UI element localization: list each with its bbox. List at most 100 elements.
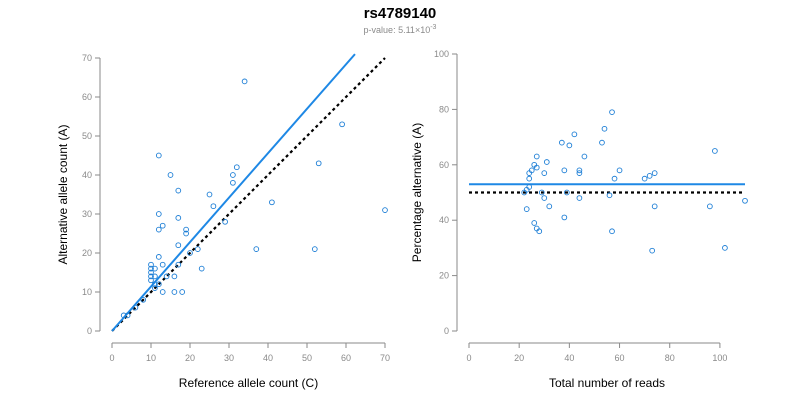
right-y-tick-label: 80 xyxy=(439,104,449,114)
left-data-point xyxy=(152,285,158,291)
p-value-mantissa: 5.11 xyxy=(398,25,415,35)
left-data-point xyxy=(175,261,182,268)
left-data-point xyxy=(183,230,189,237)
left-y-tick-label: 50 xyxy=(82,131,92,141)
left-data-point xyxy=(152,281,158,288)
right-data-point xyxy=(541,170,548,176)
left-y-tick-label: 70 xyxy=(82,53,92,63)
right-data-point xyxy=(641,175,648,182)
left-data-point xyxy=(159,222,166,229)
right-data-point xyxy=(616,167,623,174)
right-data-point xyxy=(722,245,728,251)
right-data-point xyxy=(533,164,540,171)
right-x-tick-label: 80 xyxy=(665,353,675,363)
right-data-point xyxy=(646,173,653,179)
right-y-tick-label: 40 xyxy=(439,215,449,225)
left-data-point xyxy=(241,78,248,85)
left-data-point xyxy=(187,250,193,256)
left-data-point xyxy=(163,273,170,280)
left-data-point xyxy=(210,203,217,210)
right-data-point xyxy=(523,206,530,212)
left-data-point xyxy=(206,191,213,198)
left-y-tick-label: 20 xyxy=(82,248,92,258)
right-data-point xyxy=(581,153,588,160)
right-data-point xyxy=(649,247,656,254)
right-y-tick-label: 60 xyxy=(439,160,449,170)
right-x-tick-label: 100 xyxy=(712,353,727,363)
left-data-point xyxy=(159,289,166,295)
right-x-tick-label: 40 xyxy=(564,353,574,363)
right-y-tick-label: 0 xyxy=(444,326,449,336)
left-data-point xyxy=(222,218,228,225)
left-data-point xyxy=(230,179,236,186)
left-x-tick-label: 20 xyxy=(185,353,195,363)
left-x-tick-label: 70 xyxy=(380,353,390,363)
left-data-point xyxy=(155,281,162,288)
right-data-point xyxy=(651,170,658,176)
left-y-tick-label: 30 xyxy=(82,209,92,219)
left-x-tick-label: 60 xyxy=(341,353,351,363)
left-x-tick-label: 40 xyxy=(263,353,273,363)
right-data-point xyxy=(533,153,540,160)
right-data-point xyxy=(566,142,573,149)
left-data-point xyxy=(171,273,178,280)
p-value-prefix: p-value: xyxy=(363,25,399,35)
right-data-point xyxy=(564,189,570,196)
right-data-point xyxy=(543,159,550,165)
right-data-point xyxy=(571,131,578,138)
left-data-point xyxy=(140,296,147,303)
right-x-axis-title: Total number of reads xyxy=(549,376,665,390)
chart-title: rs4789140 xyxy=(363,5,437,22)
left-data-point xyxy=(167,172,174,178)
left-data-point xyxy=(155,152,162,159)
left-data-point xyxy=(253,246,260,252)
right-data-point xyxy=(561,214,568,221)
p-value-times: ×10 xyxy=(414,25,431,35)
right-data-point xyxy=(611,175,618,182)
left-data-point xyxy=(194,246,201,252)
left-data-point xyxy=(315,160,322,167)
left-data-point xyxy=(175,242,182,249)
left-data-point xyxy=(148,277,154,284)
left-data-point xyxy=(175,215,182,221)
left-reference-line xyxy=(111,57,386,332)
left-data-point xyxy=(124,312,131,319)
left-data-point xyxy=(148,265,154,272)
right-data-point xyxy=(536,228,543,235)
left-y-axis-title: Alternative allele count (A) xyxy=(56,124,70,264)
left-data-point xyxy=(159,261,166,268)
right-x-tick-label: 0 xyxy=(466,353,471,363)
left-data-point xyxy=(382,207,388,213)
p-value-exponent: -3 xyxy=(430,24,437,31)
left-data-point xyxy=(155,254,162,260)
left-data-point xyxy=(233,164,240,171)
right-data-point xyxy=(601,125,608,132)
right-data-point xyxy=(606,192,613,199)
right-x-tick-label: 20 xyxy=(514,353,524,363)
left-data-point xyxy=(148,269,154,276)
left-y-tick-label: 10 xyxy=(82,287,92,297)
right-y-axis-title: Percentage alternative (A) xyxy=(410,123,424,262)
left-y-tick-label: 40 xyxy=(82,170,92,180)
left-data-point xyxy=(269,199,275,206)
right-data-point xyxy=(526,184,533,190)
left-x-tick-label: 10 xyxy=(146,353,156,363)
left-data-point xyxy=(198,265,205,272)
left-data-point xyxy=(120,312,127,319)
right-data-point xyxy=(558,139,565,146)
right-data-point xyxy=(541,195,548,201)
right-data-point xyxy=(651,203,658,210)
left-data-point xyxy=(171,289,178,295)
right-data-point xyxy=(546,203,553,210)
left-data-point xyxy=(152,273,158,280)
right-data-point xyxy=(712,148,718,154)
right-data-point xyxy=(742,197,748,204)
right-data-point xyxy=(707,203,713,210)
right-data-point xyxy=(576,195,583,201)
p-value-subtitle: p-value: 5.11×10-3 xyxy=(0,24,800,35)
left-x-tick-label: 0 xyxy=(109,353,114,363)
left-data-point xyxy=(155,226,162,233)
left-data-point xyxy=(183,226,189,233)
right-data-point xyxy=(561,167,568,174)
